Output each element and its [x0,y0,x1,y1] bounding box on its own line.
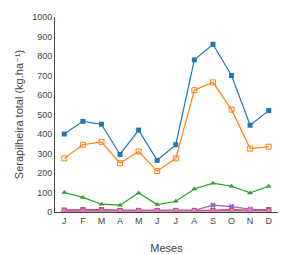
svg-text:800: 800 [37,51,52,61]
svg-text:200: 200 [37,168,52,178]
svg-text:M: M [98,216,106,226]
svg-text:J: J [174,216,179,226]
svg-text:500: 500 [37,110,52,120]
svg-text:O: O [228,216,235,226]
svg-text:A: A [191,216,197,226]
svg-text:Serapilheira total (kg.ha⁻¹): Serapilheira total (kg.ha⁻¹) [13,50,25,179]
svg-text:J: J [62,216,67,226]
svg-text:400: 400 [37,129,52,139]
svg-text:D: D [265,216,272,226]
svg-text:N: N [247,216,254,226]
svg-text:F: F [80,216,86,226]
svg-text:100: 100 [37,188,52,198]
svg-text:600: 600 [37,90,52,100]
svg-text:0: 0 [47,207,52,217]
svg-text:300: 300 [37,149,52,159]
svg-text:J: J [155,216,160,226]
svg-text:Meses: Meses [150,242,183,254]
svg-text:A: A [117,216,123,226]
svg-text:700: 700 [37,71,52,81]
svg-text:M: M [135,216,143,226]
svg-text:900: 900 [37,32,52,42]
svg-text:S: S [210,216,216,226]
svg-text:1000: 1000 [32,12,52,22]
